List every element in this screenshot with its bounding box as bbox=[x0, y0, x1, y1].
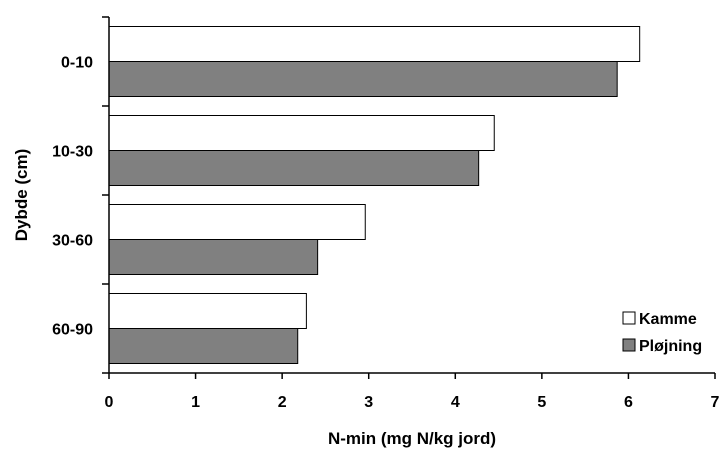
bar-kamme-10-30 bbox=[108, 115, 495, 151]
x-tick-label: 4 bbox=[451, 394, 460, 411]
legend: Kamme Pløjning bbox=[622, 311, 702, 355]
y-tick-label: 30-60 bbox=[52, 233, 93, 250]
bar-pl-jning-60-90 bbox=[108, 328, 299, 364]
bar-kamme-30-60 bbox=[108, 204, 366, 240]
x-tick-label: 0 bbox=[105, 394, 114, 411]
x-tick-label: 6 bbox=[624, 394, 633, 411]
bars-group bbox=[108, 26, 641, 364]
bar-pl-jning-0-10 bbox=[108, 61, 618, 97]
y-axis-title: Dybde (cm) bbox=[12, 149, 31, 242]
bar-pl-jning-10-30 bbox=[108, 150, 480, 186]
bar-kamme-0-10 bbox=[108, 26, 641, 62]
legend-label: Pløjning bbox=[639, 338, 702, 355]
y-tick-label: 10-30 bbox=[52, 144, 93, 161]
ticks-group: 0-10 10-30 30-60 60-90 0 1 2 3 4 5 6 7 bbox=[52, 16, 720, 411]
legend-swatch-kamme bbox=[622, 311, 636, 325]
x-tick-label: 2 bbox=[278, 394, 287, 411]
bar-kamme-60-90 bbox=[108, 293, 307, 329]
x-tick-label: 3 bbox=[364, 394, 373, 411]
x-axis-title: N-min (mg N/kg jord) bbox=[328, 429, 496, 448]
x-tick-label: 5 bbox=[537, 394, 546, 411]
legend-swatch-pl-jning bbox=[622, 338, 636, 352]
y-tick-label: 0-10 bbox=[61, 55, 93, 72]
x-tick-label: 1 bbox=[191, 394, 200, 411]
y-tick-label: 60-90 bbox=[52, 322, 93, 339]
legend-label: Kamme bbox=[639, 311, 697, 328]
bar-pl-jning-30-60 bbox=[108, 239, 319, 275]
x-tick-label: 7 bbox=[711, 394, 720, 411]
